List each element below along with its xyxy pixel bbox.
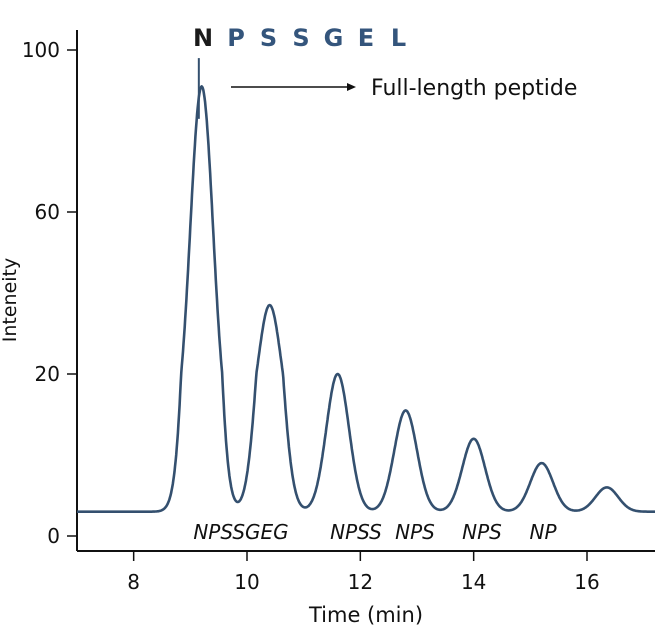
sequence-letter: S	[260, 24, 277, 52]
annotation-text: Full-length peptide	[371, 76, 577, 101]
y-axis-label: Inteneity	[0, 258, 21, 343]
x-tick-label: 8	[127, 570, 140, 594]
y-tick-label: 20	[35, 362, 60, 386]
sequence-letter: P	[227, 24, 245, 52]
y-tick-label: 100	[22, 38, 60, 62]
x-tick-label: 10	[234, 570, 259, 594]
y-ticks: 0 20 60 100	[22, 38, 77, 548]
sequence-letter: L	[391, 24, 406, 52]
peak-label: NPSSGEG	[193, 520, 288, 544]
y-tick-label: 0	[47, 524, 60, 548]
x-tick-label: 16	[574, 570, 599, 594]
peak-label: NPS	[395, 520, 435, 544]
y-tick-label: 60	[35, 200, 60, 224]
peak-label: NPSS	[330, 520, 382, 544]
sequence-letter: E	[358, 24, 374, 52]
chromatogram-trace	[76, 85, 656, 513]
peak-label: NPS	[462, 520, 502, 544]
sequence-letter: G	[324, 24, 344, 52]
peak-label: NP	[529, 520, 557, 544]
sequence-letter-first: N	[193, 24, 213, 52]
x-tick-label: 14	[461, 570, 486, 594]
x-axis-label: Time (min)	[308, 603, 423, 627]
sequence-letter: S	[292, 24, 309, 52]
arrow-head-icon	[347, 83, 356, 91]
x-ticks: 8 10 12 14 16	[127, 551, 600, 594]
x-tick-label: 12	[348, 570, 373, 594]
full-length-annotation: Full-length peptide	[231, 76, 577, 101]
axes	[76, 30, 655, 552]
peak-labels: NPSSGEG NPSS NPS NPS NP	[193, 520, 557, 544]
